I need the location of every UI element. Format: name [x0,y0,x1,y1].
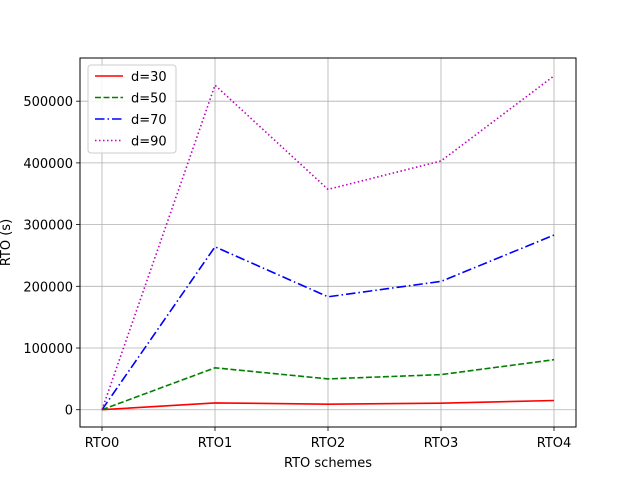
y-tick-label: 100000 [23,342,73,357]
series-line-d=70 [101,234,555,411]
x-tick-label: RTO3 [424,436,459,451]
y-tick-label: 200000 [23,280,73,295]
legend: d=30 d=50 d=70 d=90 [87,64,177,154]
series-line-d=90 [101,75,555,410]
y-tick-label: 400000 [23,157,73,172]
x-tick-label: RTO4 [537,436,572,451]
x-axis-ticks: RTO0 RTO1 RTO2 RTO3 RTO4 [85,427,572,451]
x-tick-label: RTO2 [311,436,346,451]
x-tick-label: RTO0 [85,436,120,451]
legend-label: d=90 [131,135,167,150]
y-tick-label: 500000 [23,95,73,110]
y-tick-label: 300000 [23,219,73,234]
series-lines [101,75,555,411]
y-tick-label: 0 [65,404,73,419]
series-line-d=30 [101,399,555,411]
legend-label: d=50 [131,92,167,107]
series-line-d=50 [101,358,555,411]
legend-box [87,64,177,154]
y-axis-label: RTO (s) [0,219,14,266]
x-axis-label: RTO schemes [284,456,372,471]
y-axis-ticks: 0 100000 200000 300000 400000 500000 [23,95,80,419]
x-tick-label: RTO1 [198,436,233,451]
legend-label: d=70 [131,113,167,128]
legend-label: d=30 [131,70,167,85]
